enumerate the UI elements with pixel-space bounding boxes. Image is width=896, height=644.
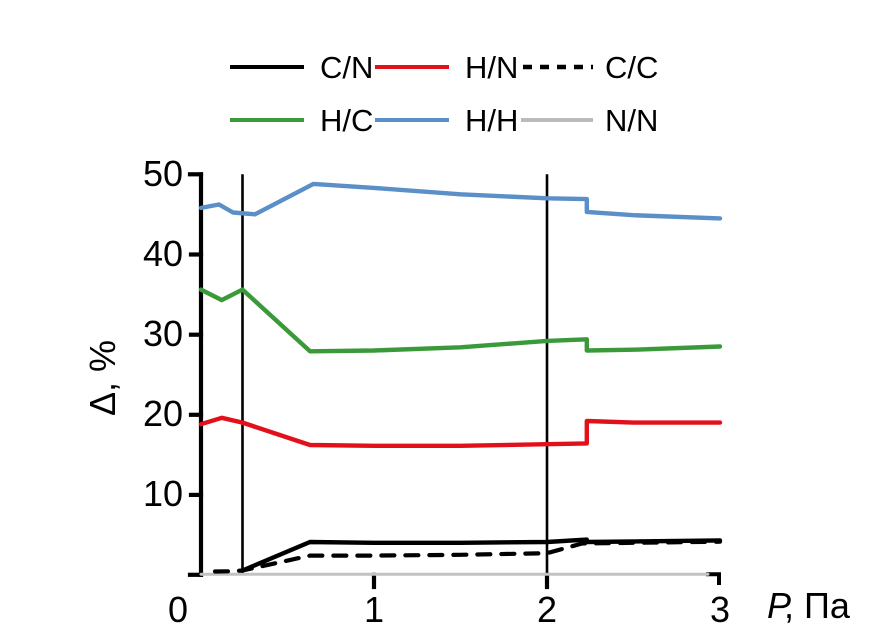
svg-text:30: 30 xyxy=(143,313,183,354)
svg-text:C/C: C/C xyxy=(605,50,658,85)
svg-text:N/N: N/N xyxy=(605,103,658,138)
svg-text:Δ, %: Δ, % xyxy=(82,340,123,416)
svg-text:3: 3 xyxy=(710,589,730,630)
svg-text:H/H: H/H xyxy=(465,103,518,138)
svg-text:1: 1 xyxy=(364,589,384,630)
svg-text:, Па: , Па xyxy=(784,585,851,626)
svg-text:10: 10 xyxy=(143,473,183,514)
svg-text:50: 50 xyxy=(143,153,183,194)
svg-text:H/N: H/N xyxy=(465,50,518,85)
svg-text:2: 2 xyxy=(537,589,557,630)
svg-text:H/C: H/C xyxy=(320,103,373,138)
svg-text:C/N: C/N xyxy=(320,50,373,85)
svg-text:40: 40 xyxy=(143,233,183,274)
svg-text:0: 0 xyxy=(168,589,188,630)
svg-text:20: 20 xyxy=(143,393,183,434)
